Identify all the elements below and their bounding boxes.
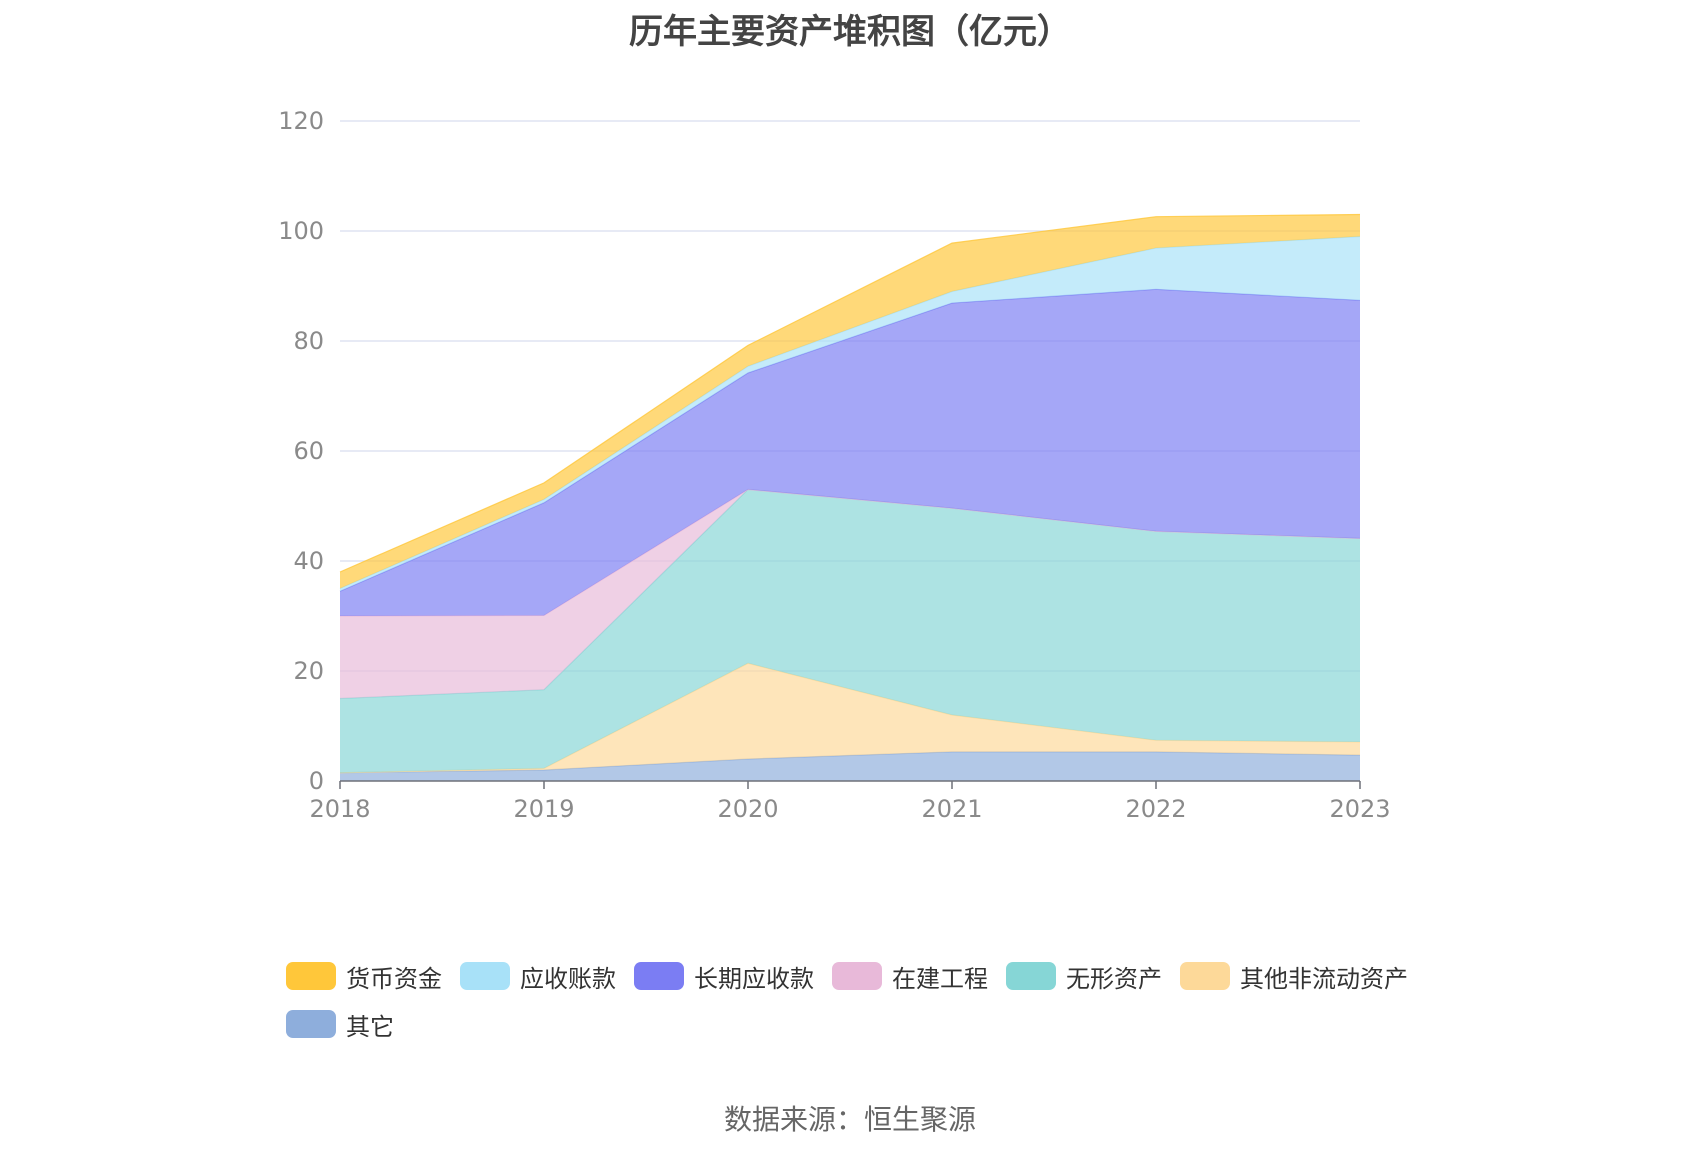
legend-swatch — [460, 962, 510, 990]
legend-item[interactable]: 其他非流动资产 — [1180, 952, 1408, 1000]
legend-swatch — [286, 962, 336, 990]
y-tick-label: 40 — [293, 547, 324, 575]
legend-label: 长期应收款 — [694, 964, 814, 993]
y-tick-label: 60 — [293, 437, 324, 465]
x-tick-label: 2023 — [1329, 795, 1390, 823]
legend-item[interactable]: 其它 — [286, 1000, 394, 1048]
chart-title: 历年主要资产堆积图（亿元） — [629, 12, 1071, 52]
y-tick-label: 20 — [293, 657, 324, 685]
legend-label: 货币资金 — [346, 964, 442, 993]
legend-item[interactable]: 应收账款 — [460, 952, 616, 1000]
legend-item[interactable]: 在建工程 — [832, 952, 988, 1000]
y-tick-label: 80 — [293, 327, 324, 355]
data-source: 数据来源：恒生聚源 — [723, 1103, 976, 1136]
legend-swatch — [1006, 962, 1056, 990]
y-tick-label: 120 — [278, 107, 324, 135]
legend: 货币资金 应收账款 长期应收款 在建工程 无形资产 其他非流动资产其它 — [286, 952, 1466, 1048]
legend-label: 在建工程 — [892, 964, 988, 993]
area-1 — [340, 663, 1360, 773]
area-2 — [340, 489, 1360, 773]
legend-swatch — [1180, 962, 1230, 990]
axes: 0 20 40 60 80 100 120 2018 2019 2020 2021 2022 2023 — [278, 107, 1390, 823]
series-line-6 — [339, 213, 1361, 573]
legend-swatch — [634, 962, 684, 990]
legend-item[interactable]: 货币资金 — [286, 952, 442, 1000]
x-tick-label: 2021 — [921, 795, 982, 823]
legend-label: 其他非流动资产 — [1240, 964, 1408, 993]
y-tick-label: 0 — [309, 767, 324, 795]
legend-item[interactable]: 长期应收款 — [634, 952, 814, 1000]
y-tick-label: 100 — [278, 217, 324, 245]
area-4 — [340, 289, 1360, 616]
legend-swatch — [832, 962, 882, 990]
legend-swatch — [286, 1010, 336, 1038]
legend-item[interactable]: 无形资产 — [1006, 952, 1162, 1000]
x-tick-label: 2022 — [1125, 795, 1186, 823]
stacked-area-chart: 0 20 40 60 80 100 120 2018 2019 2020 2021 2022 2023 — [278, 107, 1390, 823]
area-series — [339, 213, 1361, 781]
area-5 — [340, 236, 1360, 592]
x-tick-label: 2018 — [309, 795, 370, 823]
legend-label: 无形资产 — [1066, 964, 1162, 993]
legend-label: 其它 — [346, 1012, 394, 1041]
area-0 — [340, 751, 1360, 781]
x-tick-label: 2020 — [717, 795, 778, 823]
x-tick-label: 2019 — [513, 795, 574, 823]
area-3 — [340, 489, 1360, 699]
legend-label: 应收账款 — [520, 964, 616, 993]
